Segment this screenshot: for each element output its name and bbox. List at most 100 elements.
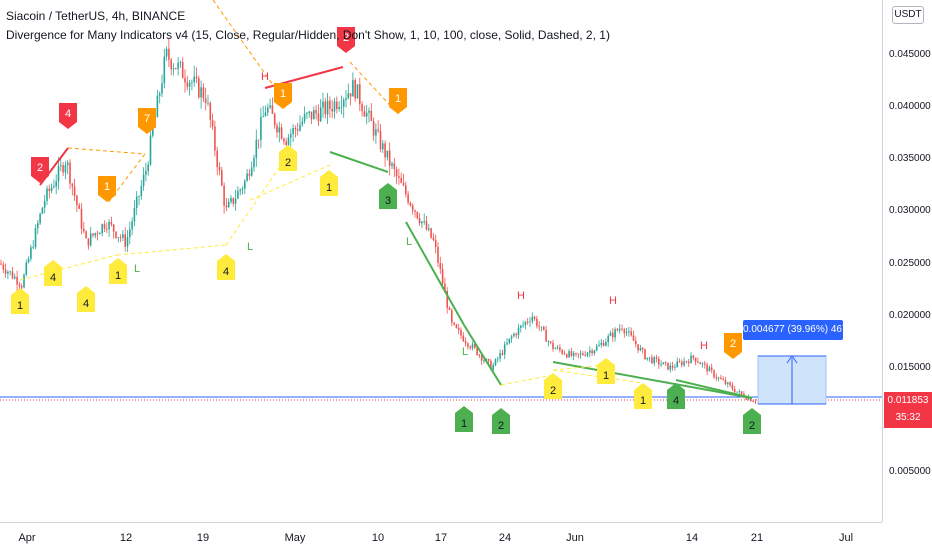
candle-body (310, 111, 313, 120)
candle-body (566, 354, 568, 358)
candle-body (299, 124, 301, 131)
price-tick-label: 0.035000 (889, 153, 931, 165)
candle-body (138, 196, 140, 197)
candle-body (168, 48, 170, 60)
candle-body (142, 174, 145, 187)
price-chart[interactable]: 2 4 2 7 1 1 1 2 3 1 2 2 1 4 4 1 2 1 4 2 1 1 4 H H H H L L L L (0, 0, 882, 522)
candle-body (276, 125, 278, 133)
candle-body (195, 76, 198, 79)
candle-body (30, 247, 32, 259)
chart-area[interactable]: 2 4 2 7 1 1 1 2 3 1 2 2 1 4 4 1 2 1 4 2 1 1 4 H H H H L L L L Siacoin … (0, 0, 882, 522)
price-tick-label: 0.005000 (889, 465, 931, 477)
candle-body (4, 269, 7, 274)
candle-body (315, 110, 317, 114)
candle-body (7, 271, 9, 274)
indicator-legend[interactable]: Divergence for Many Indicators v4 (15, C… (6, 28, 610, 42)
candle-body (632, 335, 635, 341)
label-shape (274, 83, 292, 109)
candle-body (23, 274, 25, 288)
candle-body (704, 363, 706, 365)
candle-body (216, 150, 218, 168)
bullish-divergence-line (405, 221, 465, 326)
price-tick-label: 0.030000 (889, 205, 931, 217)
candle-body (526, 321, 529, 323)
candle-body (126, 237, 129, 247)
candle-body (262, 116, 264, 117)
symbol-title[interactable]: Siacoin / TetherUS, 4h, BINANCE (6, 9, 186, 23)
candle-body (563, 353, 566, 355)
candle-body (9, 271, 11, 273)
candle-body (405, 185, 407, 195)
candle-body (333, 101, 336, 112)
label-text: 4 (50, 272, 56, 284)
candle-body (218, 167, 221, 171)
candle-body (664, 362, 667, 364)
candle-body (267, 107, 269, 113)
candle-body (694, 357, 697, 362)
label-shape (724, 333, 742, 359)
candle-body (198, 78, 200, 98)
label-shape (31, 157, 49, 183)
candle-body (48, 188, 51, 192)
candle-body (444, 283, 446, 292)
candle-body (409, 202, 412, 206)
candle-body (595, 346, 598, 351)
candle-body (257, 139, 260, 141)
candle-body (39, 213, 41, 224)
candle-body (186, 82, 189, 87)
label-text: 2 (749, 420, 755, 432)
candle-body (124, 234, 126, 247)
label-shape (743, 408, 761, 434)
candle-body (89, 233, 92, 246)
candle-body (375, 129, 377, 136)
candle-body (402, 182, 405, 186)
candle-body (510, 336, 513, 339)
label-text: 1 (461, 418, 467, 430)
last-price-value: 0.011853 (887, 395, 929, 406)
label-text: 4 (83, 298, 89, 310)
time-tick-label: 19 (196, 532, 210, 544)
candle-body (85, 231, 87, 239)
candle-body (699, 362, 701, 365)
candle-body (368, 110, 370, 113)
candle-body (605, 342, 607, 346)
bullish-divergence-line (675, 379, 753, 399)
candle-body (720, 377, 722, 380)
candle-body (283, 138, 285, 142)
candle-body (382, 143, 384, 150)
candle-body (561, 350, 563, 354)
price-tick-label: 0.015000 (889, 361, 931, 373)
divergence-label: 1 (634, 383, 652, 409)
candle-body (78, 205, 80, 209)
label-shape (138, 108, 156, 134)
time-tick-label: May (284, 532, 306, 544)
candle-body (494, 359, 497, 366)
price-axis[interactable]: 0.045000 0.040000 0.035000 0.030000 0.025000… (882, 0, 932, 522)
candle-body (572, 353, 575, 356)
label-text: 4 (673, 395, 679, 407)
time-axis[interactable]: Apr 12 19 May 10 17 24 Jun 14 21 Jul (0, 522, 882, 551)
divergence-label: 2 (279, 145, 297, 171)
candle-body (239, 189, 241, 192)
candle-body (400, 177, 402, 183)
candle-body (628, 331, 630, 333)
candle-body (421, 221, 423, 224)
candle-body (676, 361, 678, 368)
candle-body (416, 211, 419, 219)
label-shape (492, 408, 510, 434)
candle-body (352, 80, 354, 97)
candle-body (255, 139, 258, 158)
candle-body (106, 228, 108, 230)
divergence-label: 4 (77, 286, 95, 312)
currency-unit-badge[interactable]: USDT (892, 6, 924, 24)
candle-body (531, 316, 534, 322)
candle-body (630, 331, 632, 336)
label-shape (667, 383, 685, 409)
candle-body (133, 207, 136, 222)
candle-body (209, 102, 212, 120)
divergence-label: 2 (337, 27, 355, 53)
candle-body (586, 352, 589, 356)
candle-body (644, 349, 646, 360)
label-text: 2 (37, 162, 43, 174)
candle-body (223, 185, 225, 206)
